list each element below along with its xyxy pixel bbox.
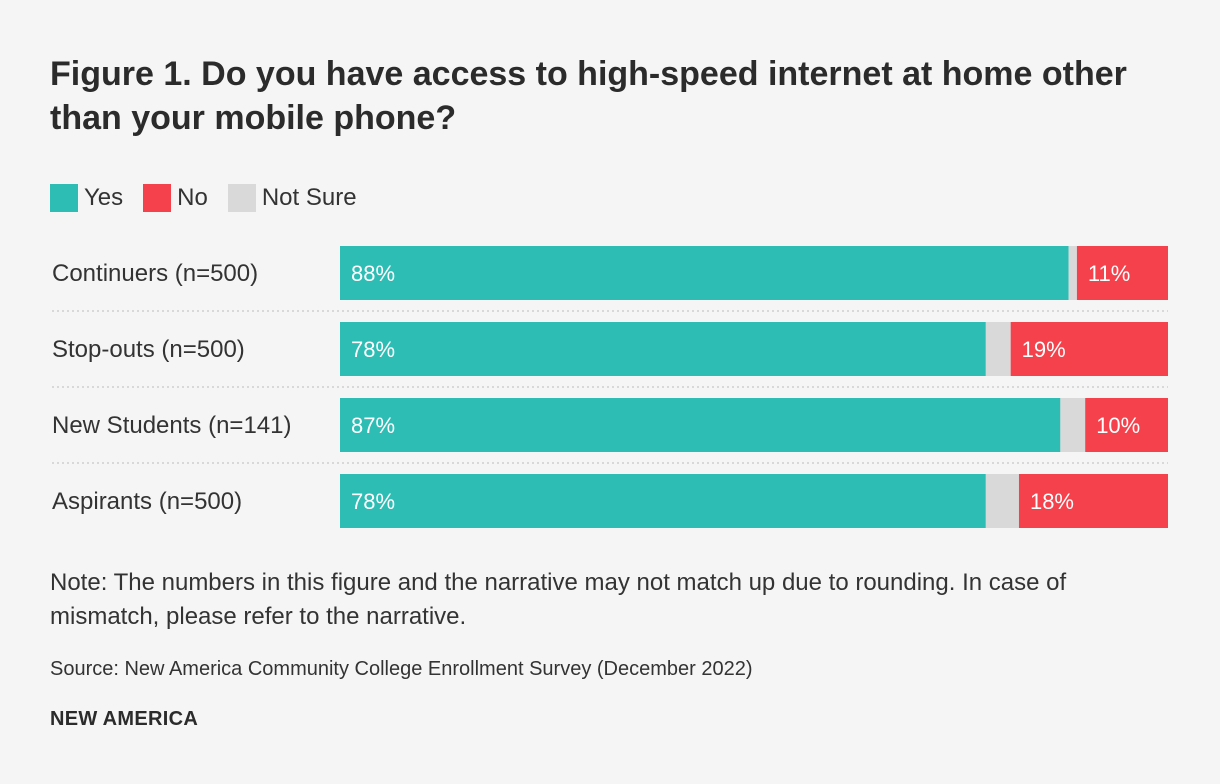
bar-segment-yes	[340, 322, 986, 376]
data-label-no: 11%	[1088, 261, 1130, 286]
legend-swatch-no	[143, 184, 172, 212]
legend: Yes No Not Sure	[50, 184, 377, 212]
chart-source: Source: New America Community College En…	[50, 658, 753, 680]
row-label: Aspirants (n=500)	[52, 488, 242, 515]
bar-segment-no	[1085, 398, 1168, 452]
bar-segment-not-sure	[1060, 398, 1086, 452]
legend-label-no: No	[177, 184, 208, 211]
legend-item-not-sure: Not Sure	[227, 184, 357, 212]
bar-segment-no	[1010, 322, 1168, 376]
bar-segment-no	[1018, 474, 1168, 528]
bar-segment-no	[1076, 246, 1168, 300]
legend-swatch-yes	[50, 184, 78, 212]
bar-segment-yes	[340, 246, 1069, 300]
chart-title: Figure 1. Do you have access to high-spe…	[50, 55, 1127, 137]
data-label-yes: 88%	[351, 261, 395, 286]
legend-label-not-sure: Not Sure	[261, 184, 357, 211]
bar-segment-yes	[340, 398, 1061, 452]
legend-label-yes: Yes	[84, 184, 124, 211]
bar-segment-not-sure	[985, 474, 1019, 528]
data-label-yes: 78%	[351, 489, 395, 514]
bar-segment-not-sure	[1068, 246, 1077, 300]
legend-item-yes: Yes	[50, 184, 123, 212]
data-label-yes: 78%	[351, 337, 395, 362]
row-label: Stop-outs (n=500)	[52, 336, 245, 363]
data-label-no: 19%	[1022, 337, 1066, 362]
legend-item-no: No	[143, 184, 208, 212]
bar-segment-not-sure	[985, 322, 1011, 376]
row-label: Continuers (n=500)	[52, 260, 258, 287]
chart-note: Note: The numbers in this figure and the…	[50, 569, 1067, 630]
brand-logo-text: NEW AMERICA	[50, 708, 199, 730]
stacked-bar-chart: Continuers (n=500) 88% 11% Stop-outs (n=500…	[52, 246, 1168, 528]
bar-segment-yes	[340, 474, 986, 528]
data-label-no: 18%	[1030, 489, 1074, 514]
data-label-no: 10%	[1096, 413, 1140, 438]
data-label-yes: 87%	[351, 413, 395, 438]
row-label: New Students (n=141)	[52, 412, 291, 439]
legend-swatch-not-sure	[227, 184, 256, 212]
